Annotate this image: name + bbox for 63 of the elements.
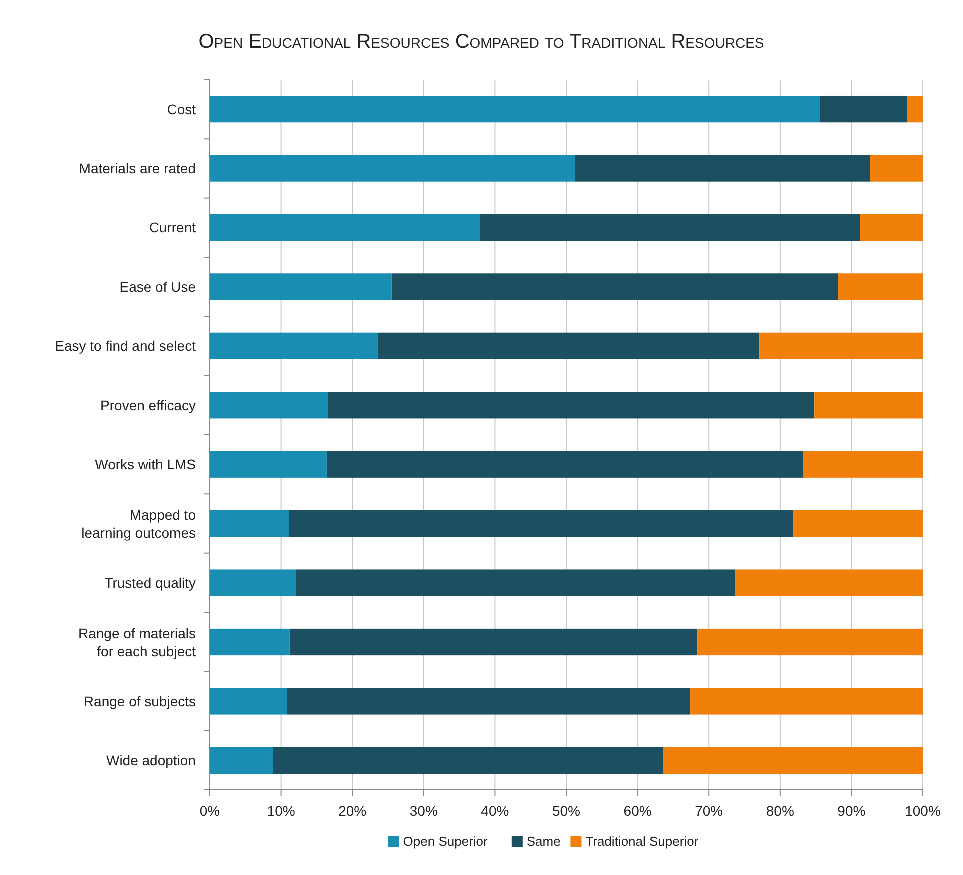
bar (273, 747, 664, 774)
bar (210, 510, 290, 538)
bar (760, 332, 923, 360)
bar (287, 688, 691, 715)
bar (663, 747, 923, 774)
x-tick-label: 50% (552, 803, 581, 819)
bar (793, 510, 923, 538)
x-tick-label: 20% (338, 803, 367, 819)
y-tick-label: Works with LMS (95, 456, 196, 473)
y-tick-label: Easy to find and select (55, 338, 196, 354)
bar (296, 570, 736, 596)
bar (392, 274, 838, 300)
y-tick-label: Wide adoption (106, 752, 196, 769)
legend-label: Traditional Superior (586, 834, 700, 849)
x-tick-label: 90% (838, 803, 866, 819)
bar (210, 570, 296, 596)
bar (210, 96, 820, 123)
y-tick-label: Mapped to learning outcomes (82, 506, 196, 541)
y-tick-label: Range of subjects (84, 693, 196, 710)
bar (870, 155, 923, 182)
bar (803, 451, 923, 478)
bar (838, 274, 923, 300)
x-tick-label: 80% (766, 803, 794, 819)
bar (210, 332, 378, 360)
x-tick-label: 60% (624, 803, 652, 819)
bar (210, 688, 288, 715)
bar (735, 570, 923, 596)
bar (210, 628, 290, 656)
bar (698, 628, 923, 656)
y-tick-label: Range of materials for each subject (78, 625, 196, 660)
x-tick-label: 100% (905, 803, 941, 819)
x-tick-label: 70% (695, 803, 724, 819)
bar (690, 688, 923, 715)
y-tick-label: Proven efficacy (100, 397, 196, 414)
bar (210, 392, 328, 419)
bar (326, 451, 804, 478)
y-tick-label: Trusted quality (104, 575, 196, 592)
y-tick-label: Current (149, 220, 196, 236)
y-tick-label: Ease of Use (120, 278, 196, 295)
bar (210, 451, 327, 478)
legend-label: Open Superior (403, 834, 489, 849)
bar (210, 155, 576, 182)
bar (907, 96, 923, 123)
x-tick-label: 40% (481, 803, 510, 819)
bar (575, 155, 870, 182)
bar (210, 274, 392, 300)
legend-label: Same (526, 834, 561, 849)
bar (210, 214, 480, 242)
bar (480, 214, 860, 242)
x-tick-label: 30% (410, 803, 438, 819)
x-tick-label: 0% (200, 803, 220, 819)
bar (210, 747, 274, 774)
y-tick-label: Materials are rated (79, 160, 196, 177)
bar (814, 392, 923, 419)
x-tick-label: 10% (267, 803, 296, 819)
bar (328, 392, 815, 419)
y-tick-label: Cost (167, 101, 196, 118)
bar (378, 332, 760, 360)
bar (820, 96, 908, 123)
bar (860, 214, 923, 242)
bar (290, 628, 698, 656)
bar (289, 510, 794, 538)
chart-title: Open Educational Resources Compared to Traditional Resources (198, 31, 764, 53)
